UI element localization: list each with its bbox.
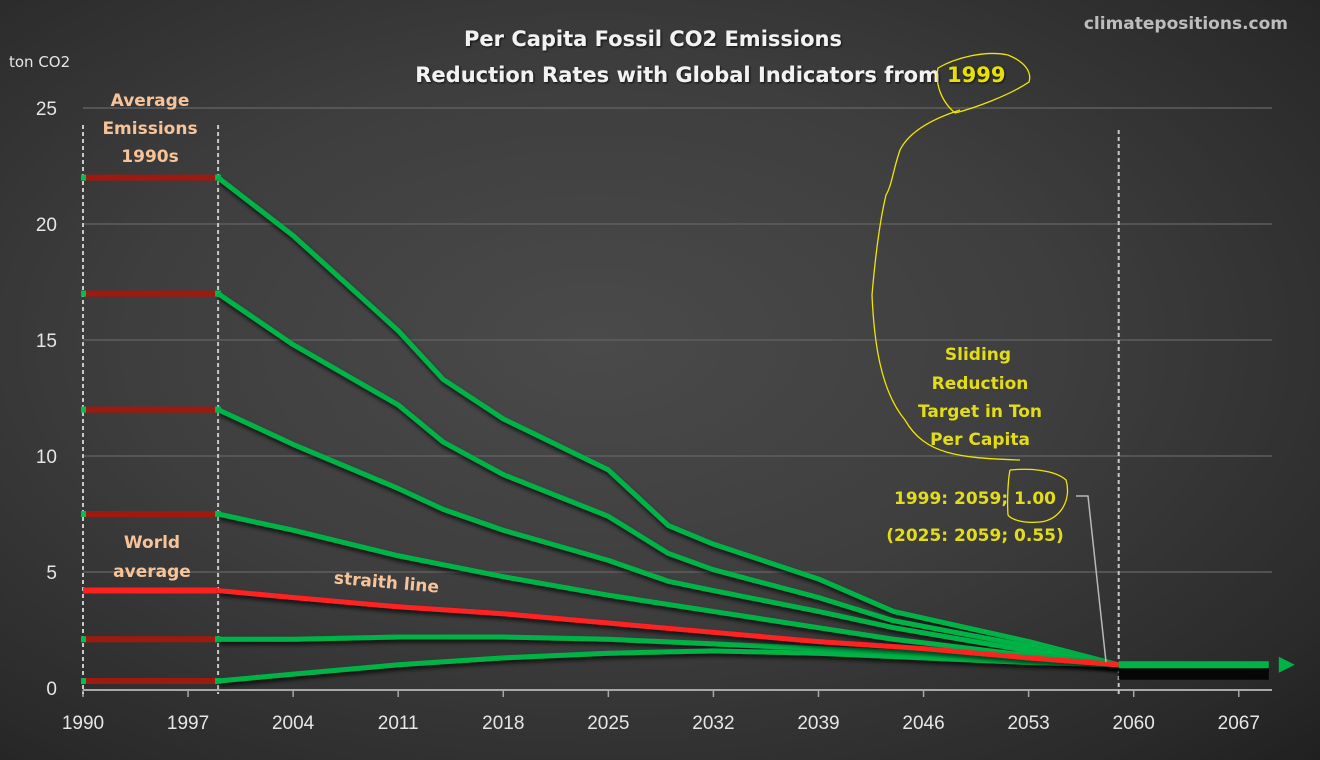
x-axis: 1990 1997 2004 2011 2018 2025 2032 2039 2046 2053… (62, 689, 1272, 734)
x-tick-label: 1990 (62, 713, 104, 734)
baseline-annotation: Average Emissions 1990s (102, 91, 197, 167)
baseline-endcap (81, 174, 86, 181)
x-tick-label: 1997 (167, 713, 209, 734)
y-tick-label: 5 (46, 563, 57, 584)
y-tick-label: 0 (46, 679, 57, 700)
watermark: climatepositions.com (1084, 14, 1288, 34)
series-line (216, 175, 1120, 668)
connector-curve (871, 109, 1021, 461)
handdrawn-markup (871, 52, 1069, 524)
target-annotation: Sliding Reduction Target in Ton Per Capi… (886, 345, 1107, 663)
baseline-label-line3: 1990s (121, 147, 178, 167)
x-tick-label: 2018 (482, 713, 524, 734)
world-annotation: World average (113, 533, 191, 582)
period-dividers (82, 125, 1120, 694)
world-label-line1: World (124, 533, 180, 553)
target-leader-line (1076, 495, 1107, 663)
target-label-line4: Per Capita (930, 430, 1030, 450)
x-tick-label: 2046 (902, 713, 944, 734)
chart-title: Per Capita Fossil CO2 Emissions (464, 27, 842, 51)
y-tick-label: 25 (36, 99, 57, 120)
x-tick-label: 2039 (797, 713, 839, 734)
series-lines (216, 175, 1295, 684)
y-tick-label: 15 (36, 331, 57, 352)
gridlines (83, 107, 1272, 573)
series-line (217, 588, 1119, 668)
x-tick-label: 2025 (587, 713, 629, 734)
straith-line-label: straith line (333, 568, 440, 597)
y-axis: 0 5 10 15 20 25 (36, 99, 57, 700)
baseline-endcap (81, 636, 86, 643)
x-tick-label: 2053 (1007, 713, 1049, 734)
y-tick-label: 10 (36, 447, 57, 468)
series-line (217, 407, 1120, 668)
chart-subtitle-year: 1999 (947, 63, 1005, 87)
x-tick-label: 2011 (378, 713, 419, 734)
target-value-2025: (2025: 2059; 0.55) (886, 526, 1064, 546)
x-tick-label: 2067 (1218, 713, 1260, 734)
target-label-line3: Target in Ton (918, 402, 1042, 422)
circle-value-icon (1006, 468, 1069, 524)
arrow-right-icon (1278, 656, 1295, 673)
y-axis-label: ton CO2 (9, 53, 70, 71)
x-tick-label: 2032 (692, 713, 734, 734)
baseline-label-line2: Emissions (102, 119, 197, 139)
target-label-line2: Reduction (932, 374, 1029, 394)
series-line (216, 291, 1120, 668)
x-tick-label: 2004 (272, 713, 315, 734)
baseline-endcap (81, 290, 86, 297)
baseline-label-line1: Average (111, 91, 190, 111)
series-line (217, 511, 1119, 668)
baseline-endcap (81, 678, 86, 685)
y-tick-label: 20 (36, 215, 57, 236)
baseline-endcap (81, 406, 86, 413)
world-label-line2: average (113, 562, 191, 582)
baseline-bars (81, 174, 222, 685)
target-value-1999: 1999: 2059; 1.00 (894, 489, 1056, 509)
circle-1999-icon (936, 52, 1031, 114)
baseline-endcap (81, 511, 86, 517)
x-tick-label: 2060 (1113, 713, 1155, 734)
chart-subtitle: Reduction Rates with Global Indicators f… (415, 63, 940, 87)
series-line (217, 648, 1119, 684)
target-label-line1: Sliding (945, 345, 1011, 365)
